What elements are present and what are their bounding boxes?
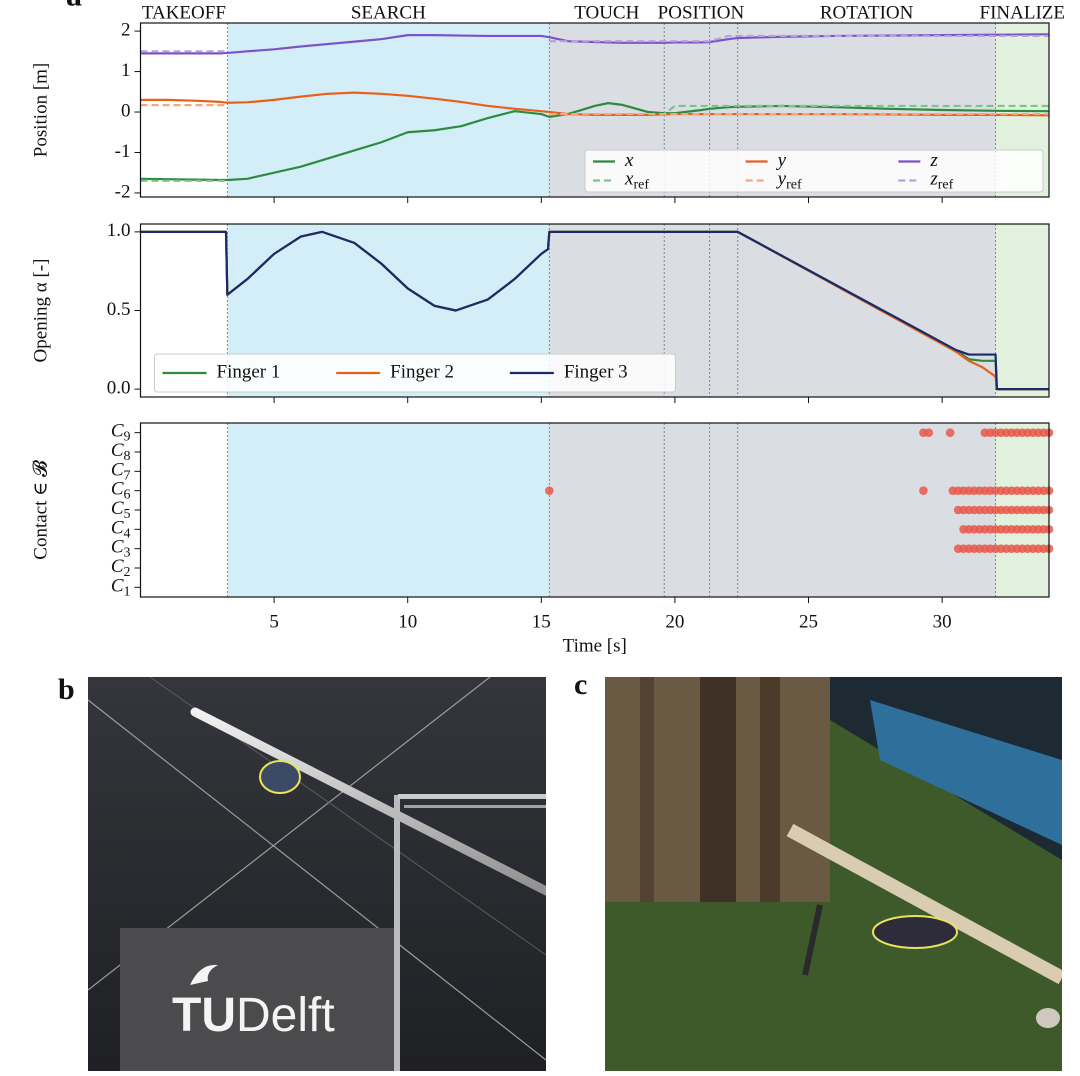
legend-label: zref xyxy=(929,169,953,193)
series-line xyxy=(140,33,1050,55)
phase-region xyxy=(227,423,550,597)
phase-region xyxy=(140,423,228,597)
legend-box xyxy=(154,353,676,393)
banner-text: TUDelft xyxy=(172,989,335,1042)
drone xyxy=(259,760,301,794)
banner-text-part: TU xyxy=(172,989,236,1042)
phase-region xyxy=(664,423,738,597)
pole xyxy=(394,795,400,1071)
panel-a: TAKEOFF SEARCH TOUCH POSITION ROTATION FINALI… xyxy=(30,2,1065,656)
x-tick-label: 20 xyxy=(665,611,684,632)
contact-point xyxy=(545,486,554,495)
y-tick-label: C6 xyxy=(111,479,131,503)
contact-point xyxy=(919,486,928,495)
y-tick-label: -1 xyxy=(115,141,131,162)
tree xyxy=(760,677,780,902)
beam xyxy=(190,707,546,896)
legend-label: z xyxy=(929,150,938,171)
legend-box xyxy=(584,149,1044,193)
x-tick-label: 5 xyxy=(269,611,279,632)
y-tick-label: 0.0 xyxy=(107,377,131,398)
pole xyxy=(398,794,546,799)
phase-region xyxy=(227,23,550,197)
y-tick-label: C3 xyxy=(111,537,131,561)
banner xyxy=(120,928,398,1071)
legend-label: Finger 2 xyxy=(390,361,454,382)
series-line xyxy=(140,230,1049,391)
phase-region xyxy=(549,423,665,597)
phase-label: FINALIZE xyxy=(980,2,1065,23)
series-line xyxy=(140,102,1050,182)
y-tick-label: 0.5 xyxy=(107,299,131,320)
legend-label: yref xyxy=(776,169,802,193)
legend-label: Finger 1 xyxy=(217,361,281,382)
contact-point xyxy=(945,428,955,437)
drone xyxy=(872,915,958,949)
x-tick-label: 30 xyxy=(933,611,952,632)
object xyxy=(1036,1008,1060,1028)
y-tick-label: 2 xyxy=(121,19,131,40)
axes-frame xyxy=(139,22,1050,198)
y-axis-label: Position [m] xyxy=(30,63,51,157)
phase-label: POSITION xyxy=(658,2,745,23)
y-tick-label: C2 xyxy=(111,556,131,580)
x-tick-label: 25 xyxy=(799,611,818,632)
series-line xyxy=(140,34,1049,53)
series-line xyxy=(140,104,1049,116)
panel-label: a xyxy=(66,0,82,12)
wall-stripe xyxy=(870,700,1062,845)
phase-region xyxy=(664,224,738,397)
stand xyxy=(802,904,823,976)
legend-label: xref xyxy=(624,169,649,193)
x-axis-label: Time [s] xyxy=(563,635,627,656)
phase-label: SEARCH xyxy=(351,2,426,23)
beam xyxy=(786,823,1062,985)
wire xyxy=(88,699,546,1061)
axes-frame xyxy=(139,422,1050,598)
y-tick-label: -2 xyxy=(115,181,131,202)
phase-region xyxy=(995,224,1049,397)
y-tick-label: C9 xyxy=(111,421,131,445)
panel-label: b xyxy=(58,673,75,706)
phase-label: TOUCH xyxy=(574,2,639,23)
panel-label: c xyxy=(574,668,587,701)
y-tick-label: 1.0 xyxy=(107,220,131,241)
photo-c xyxy=(605,677,1062,1071)
x-tick-label: 15 xyxy=(532,611,551,632)
pole xyxy=(404,805,546,808)
y-tick-label: 1 xyxy=(121,60,131,81)
banner-text-part: Delft xyxy=(236,989,335,1042)
y-tick-label: C1 xyxy=(111,576,131,600)
photo-b: TUDelft xyxy=(88,677,546,1071)
legend-label: Finger 3 xyxy=(564,361,628,382)
axes-frame xyxy=(139,223,1050,398)
phase-region xyxy=(737,224,996,397)
y-tick-label: C4 xyxy=(111,518,131,542)
y-axis-label: Opening α [-] xyxy=(30,259,51,363)
legend-label: x xyxy=(624,150,634,171)
y-tick-label: C7 xyxy=(111,460,131,484)
phase-region xyxy=(140,23,228,197)
phase-label: ROTATION xyxy=(820,2,914,23)
logo-flame xyxy=(190,964,218,985)
y-tick-label: C5 xyxy=(111,498,131,522)
phase-region xyxy=(737,423,996,597)
legend-label: y xyxy=(776,150,787,171)
tree xyxy=(700,677,736,902)
y-tick-label: C8 xyxy=(111,440,131,464)
y-axis-label: Contact ∈ 𝓑 xyxy=(30,459,51,560)
phase-label: TAKEOFF xyxy=(142,2,226,23)
x-tick-label: 10 xyxy=(398,611,417,632)
y-tick-label: 0 xyxy=(121,100,131,121)
tree xyxy=(640,677,654,902)
contact-point xyxy=(924,428,934,437)
